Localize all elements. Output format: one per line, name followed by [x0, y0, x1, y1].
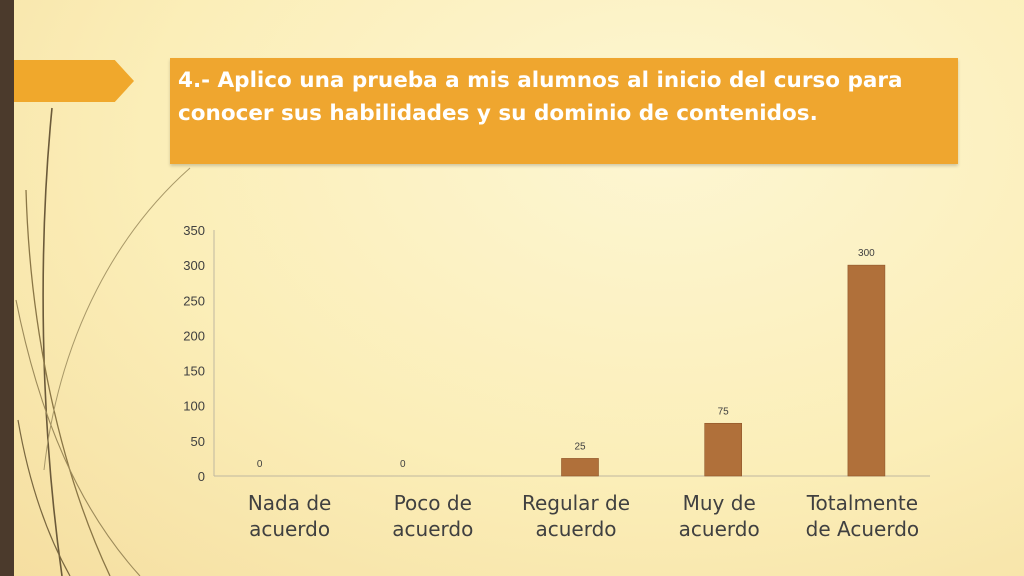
category-label: Totalmente de Acuerdo [806, 491, 919, 541]
slide-title: 4.- Aplico una prueba a mis alumnos al i… [178, 68, 903, 126]
category-label: Regular de acuerdo [522, 491, 630, 541]
category-label: Poco de acuerdo [392, 491, 473, 541]
data-label: 75 [718, 406, 730, 417]
data-label: 300 [858, 248, 875, 259]
y-tick-label: 200 [183, 328, 205, 343]
left-accent-band [0, 0, 14, 576]
title-arrow-tab [14, 60, 134, 102]
bar [847, 264, 886, 477]
data-label: 0 [400, 459, 406, 470]
y-tick-label: 0 [198, 469, 205, 484]
data-label: 0 [257, 459, 263, 470]
y-tick-label: 100 [183, 399, 205, 414]
y-tick-label: 250 [183, 293, 205, 308]
decorative-curves [15, 107, 191, 576]
y-tick-label: 350 [183, 223, 205, 238]
category-label: Nada de acuerdo [248, 491, 332, 541]
y-tick-label: 150 [183, 364, 205, 379]
y-tick-label: 300 [183, 258, 205, 273]
bar [561, 458, 599, 477]
bar [704, 422, 743, 477]
title-box: 4.- Aplico una prueba a mis alumnos al i… [170, 58, 958, 164]
y-tick-label: 50 [191, 434, 205, 449]
category-label: Muy de acuerdo [679, 491, 760, 541]
data-label: 25 [574, 441, 586, 452]
